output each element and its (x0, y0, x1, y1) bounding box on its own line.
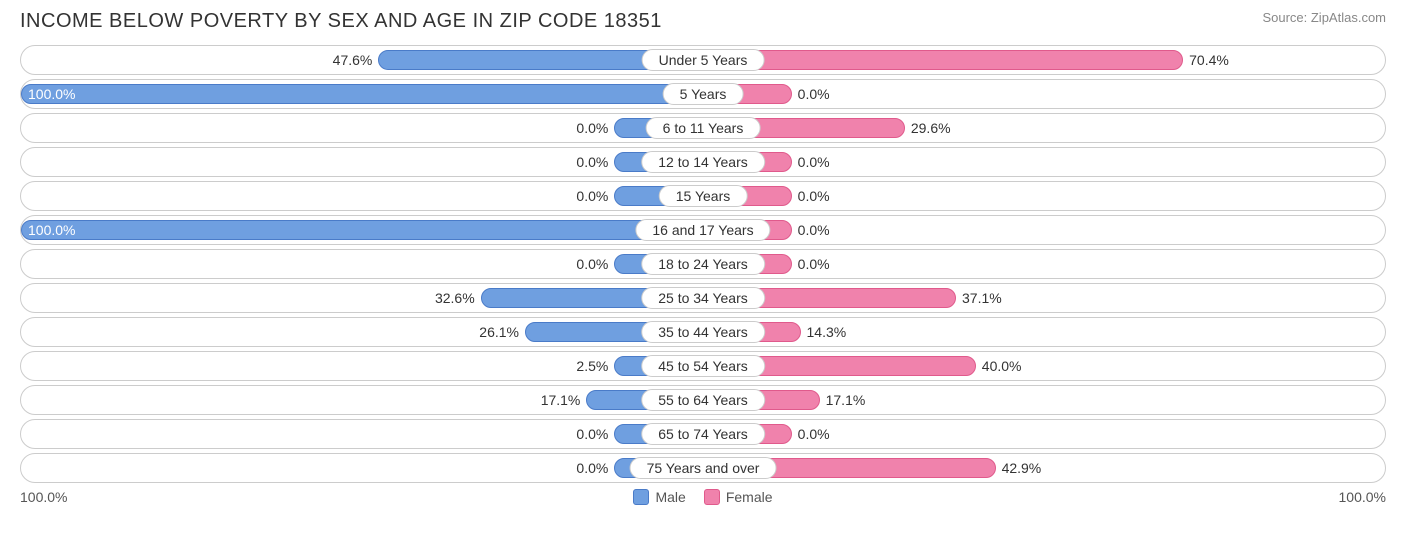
legend-female-label: Female (726, 489, 773, 505)
female-half: 0.0% (703, 420, 1385, 448)
male-bar: 100.0% (21, 220, 703, 240)
female-half: 0.0% (703, 216, 1385, 244)
male-value-label: 100.0% (28, 222, 75, 238)
male-half: 2.5% (21, 352, 703, 380)
category-pill: 16 and 17 Years (635, 219, 770, 241)
female-half: 0.0% (703, 182, 1385, 210)
male-value-label: 0.0% (576, 460, 608, 476)
axis-left-max: 100.0% (20, 489, 67, 505)
category-pill: 35 to 44 Years (641, 321, 765, 343)
female-value-label: 40.0% (982, 358, 1022, 374)
data-row: 2.5% 40.0% 45 to 54 Years (20, 351, 1386, 381)
data-row: 26.1% 14.3% 35 to 44 Years (20, 317, 1386, 347)
male-half: 17.1% (21, 386, 703, 414)
female-value-label: 0.0% (798, 256, 830, 272)
male-value-label: 0.0% (576, 154, 608, 170)
data-row: 0.0% 0.0% 65 to 74 Years (20, 419, 1386, 449)
legend-male: Male (633, 489, 685, 505)
male-value-label: 0.0% (576, 188, 608, 204)
data-row: 47.6% 70.4% Under 5 Years (20, 45, 1386, 75)
category-pill: 5 Years (663, 83, 744, 105)
data-row: 100.0% 0.0% 5 Years (20, 79, 1386, 109)
female-half: 29.6% (703, 114, 1385, 142)
male-half: 0.0% (21, 182, 703, 210)
male-half: 0.0% (21, 454, 703, 482)
female-value-label: 37.1% (962, 290, 1002, 306)
male-half: 32.6% (21, 284, 703, 312)
female-value-label: 0.0% (798, 154, 830, 170)
male-half: 0.0% (21, 420, 703, 448)
female-value-label: 17.1% (826, 392, 866, 408)
female-value-label: 0.0% (798, 426, 830, 442)
data-row: 0.0% 0.0% 12 to 14 Years (20, 147, 1386, 177)
male-value-label: 0.0% (576, 256, 608, 272)
male-value-label: 0.0% (576, 426, 608, 442)
category-pill: Under 5 Years (642, 49, 765, 71)
female-half: 0.0% (703, 250, 1385, 278)
male-value-label: 100.0% (28, 86, 75, 102)
data-row: 0.0% 0.0% 15 Years (20, 181, 1386, 211)
data-row: 0.0% 29.6% 6 to 11 Years (20, 113, 1386, 143)
male-bar: 100.0% (21, 84, 703, 104)
female-half: 37.1% (703, 284, 1385, 312)
male-half: 0.0% (21, 114, 703, 142)
category-pill: 18 to 24 Years (641, 253, 765, 275)
male-half: 0.0% (21, 148, 703, 176)
female-value-label: 42.9% (1002, 460, 1042, 476)
category-pill: 65 to 74 Years (641, 423, 765, 445)
category-pill: 55 to 64 Years (641, 389, 765, 411)
female-half: 70.4% (703, 46, 1385, 74)
male-value-label: 32.6% (435, 290, 475, 306)
chart-area: 47.6% 70.4% Under 5 Years 100.0% 0.0% 5 Years… (20, 45, 1386, 483)
female-half: 14.3% (703, 318, 1385, 346)
male-half: 26.1% (21, 318, 703, 346)
female-value-label: 0.0% (798, 188, 830, 204)
female-half: 0.0% (703, 148, 1385, 176)
category-pill: 15 Years (659, 185, 748, 207)
male-value-label: 17.1% (541, 392, 581, 408)
legend-female: Female (704, 489, 773, 505)
category-pill: 12 to 14 Years (641, 151, 765, 173)
male-half: 100.0% (21, 216, 703, 244)
source-label: Source: ZipAtlas.com (1262, 10, 1386, 25)
male-half: 100.0% (21, 80, 703, 108)
male-value-label: 26.1% (479, 324, 519, 340)
male-value-label: 47.6% (333, 52, 373, 68)
female-half: 42.9% (703, 454, 1385, 482)
category-pill: 25 to 34 Years (641, 287, 765, 309)
male-value-label: 0.0% (576, 120, 608, 136)
female-value-label: 0.0% (798, 222, 830, 238)
category-pill: 6 to 11 Years (646, 117, 761, 139)
female-value-label: 70.4% (1189, 52, 1229, 68)
female-value-label: 29.6% (911, 120, 951, 136)
female-value-label: 14.3% (807, 324, 847, 340)
male-half: 47.6% (21, 46, 703, 74)
axis-right-max: 100.0% (1339, 489, 1386, 505)
chart-title: INCOME BELOW POVERTY BY SEX AND AGE IN Z… (20, 10, 662, 33)
chart-container: INCOME BELOW POVERTY BY SEX AND AGE IN Z… (0, 0, 1406, 559)
footer: 100.0% Male Female 100.0% (20, 489, 1386, 505)
data-row: 17.1% 17.1% 55 to 64 Years (20, 385, 1386, 415)
female-half: 0.0% (703, 80, 1385, 108)
female-bar (703, 50, 1183, 70)
data-row: 0.0% 42.9% 75 Years and over (20, 453, 1386, 483)
female-value-label: 0.0% (798, 86, 830, 102)
male-swatch-icon (633, 489, 649, 505)
header: INCOME BELOW POVERTY BY SEX AND AGE IN Z… (20, 10, 1386, 33)
data-row: 32.6% 37.1% 25 to 34 Years (20, 283, 1386, 313)
data-row: 0.0% 0.0% 18 to 24 Years (20, 249, 1386, 279)
female-swatch-icon (704, 489, 720, 505)
category-pill: 45 to 54 Years (641, 355, 765, 377)
male-half: 0.0% (21, 250, 703, 278)
legend-male-label: Male (655, 489, 685, 505)
female-half: 17.1% (703, 386, 1385, 414)
female-half: 40.0% (703, 352, 1385, 380)
legend: Male Female (633, 489, 772, 505)
category-pill: 75 Years and over (630, 457, 777, 479)
data-row: 100.0% 0.0% 16 and 17 Years (20, 215, 1386, 245)
male-value-label: 2.5% (576, 358, 608, 374)
